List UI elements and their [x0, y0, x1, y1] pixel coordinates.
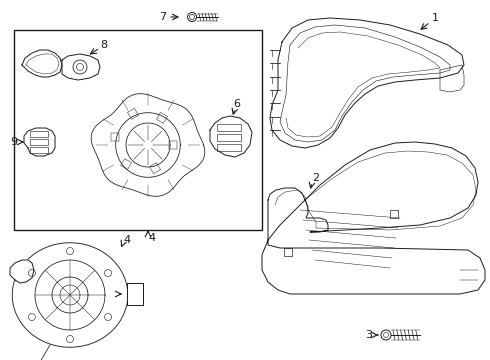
- Polygon shape: [10, 260, 34, 283]
- Polygon shape: [62, 54, 100, 80]
- Bar: [217, 144, 241, 151]
- Polygon shape: [210, 116, 252, 157]
- Bar: [156, 112, 168, 123]
- Bar: [284, 248, 292, 256]
- Bar: [127, 108, 139, 120]
- Polygon shape: [262, 142, 485, 294]
- Bar: [30, 131, 48, 137]
- Text: 4: 4: [123, 235, 130, 245]
- Text: 6: 6: [234, 99, 241, 109]
- Text: 5: 5: [126, 289, 133, 299]
- Polygon shape: [12, 243, 128, 347]
- Text: 3: 3: [366, 330, 372, 340]
- Bar: [169, 141, 177, 149]
- Bar: [217, 124, 241, 131]
- Bar: [390, 210, 398, 218]
- Text: 1: 1: [432, 13, 439, 23]
- Bar: [217, 134, 241, 141]
- Bar: [30, 147, 48, 153]
- Polygon shape: [91, 94, 205, 196]
- Text: 8: 8: [100, 40, 108, 50]
- Text: 2: 2: [313, 173, 319, 183]
- Bar: [121, 159, 131, 170]
- Polygon shape: [22, 50, 62, 77]
- Polygon shape: [127, 283, 143, 305]
- Polygon shape: [270, 18, 464, 148]
- Text: 4: 4: [148, 233, 155, 243]
- Bar: [30, 139, 48, 145]
- Text: 7: 7: [159, 12, 167, 22]
- Bar: [14, 30, 262, 230]
- Text: 9: 9: [10, 137, 18, 147]
- Bar: [111, 133, 119, 141]
- Polygon shape: [24, 128, 55, 156]
- Bar: [149, 163, 161, 174]
